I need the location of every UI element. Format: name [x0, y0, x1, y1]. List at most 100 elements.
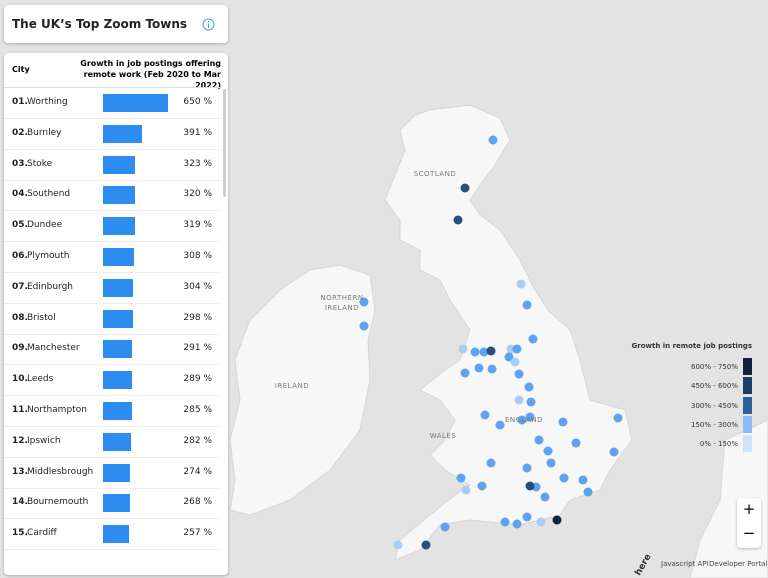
- table-row: 05. Dundee 319 %: [4, 210, 222, 243]
- city: Bristol: [27, 312, 56, 323]
- city-dot[interactable]: [517, 415, 527, 425]
- city-dot[interactable]: [456, 473, 466, 483]
- city-dot[interactable]: [552, 515, 562, 525]
- bar: [103, 94, 168, 112]
- city: Cardiff: [27, 528, 57, 539]
- city-dot[interactable]: [571, 438, 581, 448]
- city-dot[interactable]: [512, 344, 522, 354]
- table-row: 04. Southend 320 %: [4, 179, 222, 212]
- zoom-in[interactable]: +: [742, 500, 756, 518]
- rank: 08.: [12, 312, 28, 323]
- bar: [103, 402, 132, 420]
- city-dot[interactable]: [488, 135, 498, 145]
- city-dot[interactable]: [583, 487, 593, 497]
- map-label: WALES: [429, 432, 457, 440]
- value-label: 650 %: [183, 97, 212, 107]
- column-header: Growth in job postings offering remote w…: [80, 59, 221, 90]
- rank: 11.: [12, 405, 28, 415]
- city: Burnley: [27, 127, 62, 138]
- footer-link[interactable]: Developer Portal: [709, 560, 768, 568]
- city-dot[interactable]: [500, 517, 510, 527]
- legend-swatch: [743, 396, 752, 414]
- zoom-out[interactable]: −: [742, 524, 756, 542]
- city-dot[interactable]: [546, 458, 556, 468]
- zoom-control: + −: [737, 498, 761, 548]
- table-row: 03. Stoke 323 %: [4, 149, 222, 181]
- city-dot[interactable]: [516, 279, 526, 289]
- city-dot[interactable]: [510, 357, 520, 367]
- table-row: 15. Cardiff 257 %: [4, 518, 222, 551]
- legend-label: 150% - 300%: [690, 420, 738, 429]
- rank: 05.: [12, 220, 28, 231]
- city-dot[interactable]: [359, 297, 369, 307]
- city-dot[interactable]: [534, 435, 544, 445]
- legend-swatch: [743, 358, 752, 375]
- city-dot[interactable]: [421, 540, 431, 550]
- bar: [103, 494, 130, 513]
- bar: [103, 248, 134, 266]
- value-label: 304 %: [183, 281, 212, 292]
- scrollbar[interactable]: [223, 89, 226, 197]
- city-dot[interactable]: [609, 447, 619, 457]
- city-dot[interactable]: [558, 417, 568, 427]
- city-dot[interactable]: [526, 397, 536, 407]
- city-dot[interactable]: [540, 492, 550, 502]
- bar: [103, 371, 132, 390]
- city-dot[interactable]: [460, 183, 470, 193]
- city-dot[interactable]: [512, 519, 522, 529]
- bar: [103, 525, 129, 544]
- city-dot[interactable]: [487, 364, 497, 374]
- rank: 07.: [12, 281, 28, 292]
- city-dot[interactable]: [522, 512, 532, 522]
- city-dot[interactable]: [543, 446, 553, 456]
- city-dot[interactable]: [522, 300, 532, 310]
- city-dot[interactable]: [470, 347, 480, 357]
- info-icon[interactable]: [202, 18, 215, 31]
- city-dot[interactable]: [504, 352, 514, 362]
- city: Edinburgh: [27, 281, 73, 292]
- city-dot[interactable]: [477, 481, 487, 491]
- city-dot[interactable]: [461, 485, 471, 495]
- value-label: 282 %: [183, 435, 212, 446]
- city-dot[interactable]: [486, 458, 496, 468]
- footer-link[interactable]: Javascript API: [661, 560, 709, 568]
- rank: 02.: [12, 127, 28, 138]
- city-dot[interactable]: [474, 363, 484, 373]
- city-dot[interactable]: [514, 395, 524, 405]
- bar: [103, 340, 133, 359]
- table-row: 14. Bournemouth 268 %: [4, 487, 222, 520]
- city-dot[interactable]: [525, 412, 535, 422]
- legend: 600% - 750% 450% - 600% 300% - 450% 150% - …: [630, 358, 754, 458]
- rank: 12.: [12, 435, 28, 446]
- city-dot[interactable]: [536, 517, 546, 527]
- city-dot[interactable]: [480, 410, 490, 420]
- city-dot[interactable]: [393, 540, 403, 550]
- city: Ipswich: [27, 435, 61, 446]
- city-dot[interactable]: [359, 321, 369, 331]
- city-dot[interactable]: [525, 481, 535, 491]
- table-row: 11. Northampton 285 %: [4, 395, 222, 427]
- city-dot[interactable]: [460, 368, 470, 378]
- city: Plymouth: [27, 251, 70, 261]
- legend-label: 600% - 750%: [690, 363, 738, 371]
- table-row: 01. Worthing 650 %: [4, 87, 222, 119]
- city-dot[interactable]: [453, 215, 463, 225]
- city-dot[interactable]: [440, 522, 450, 532]
- city-dot[interactable]: [559, 473, 569, 483]
- city-dot[interactable]: [495, 420, 505, 430]
- city-dot[interactable]: [458, 344, 468, 354]
- value-label: 308 %: [183, 251, 212, 261]
- city-dot[interactable]: [524, 382, 534, 392]
- city-dot[interactable]: [528, 334, 538, 344]
- city-dot[interactable]: [613, 413, 623, 423]
- city-dot[interactable]: [479, 347, 489, 357]
- city-dot[interactable]: [514, 369, 524, 379]
- city-dot[interactable]: [522, 463, 532, 473]
- city-dot[interactable]: [486, 346, 496, 356]
- value-label: 320 %: [183, 189, 212, 200]
- city-dot[interactable]: [578, 475, 588, 485]
- rank: 10.: [12, 374, 28, 385]
- table-row: 09. Manchester 291 %: [4, 333, 222, 366]
- rank: 04.: [12, 189, 28, 200]
